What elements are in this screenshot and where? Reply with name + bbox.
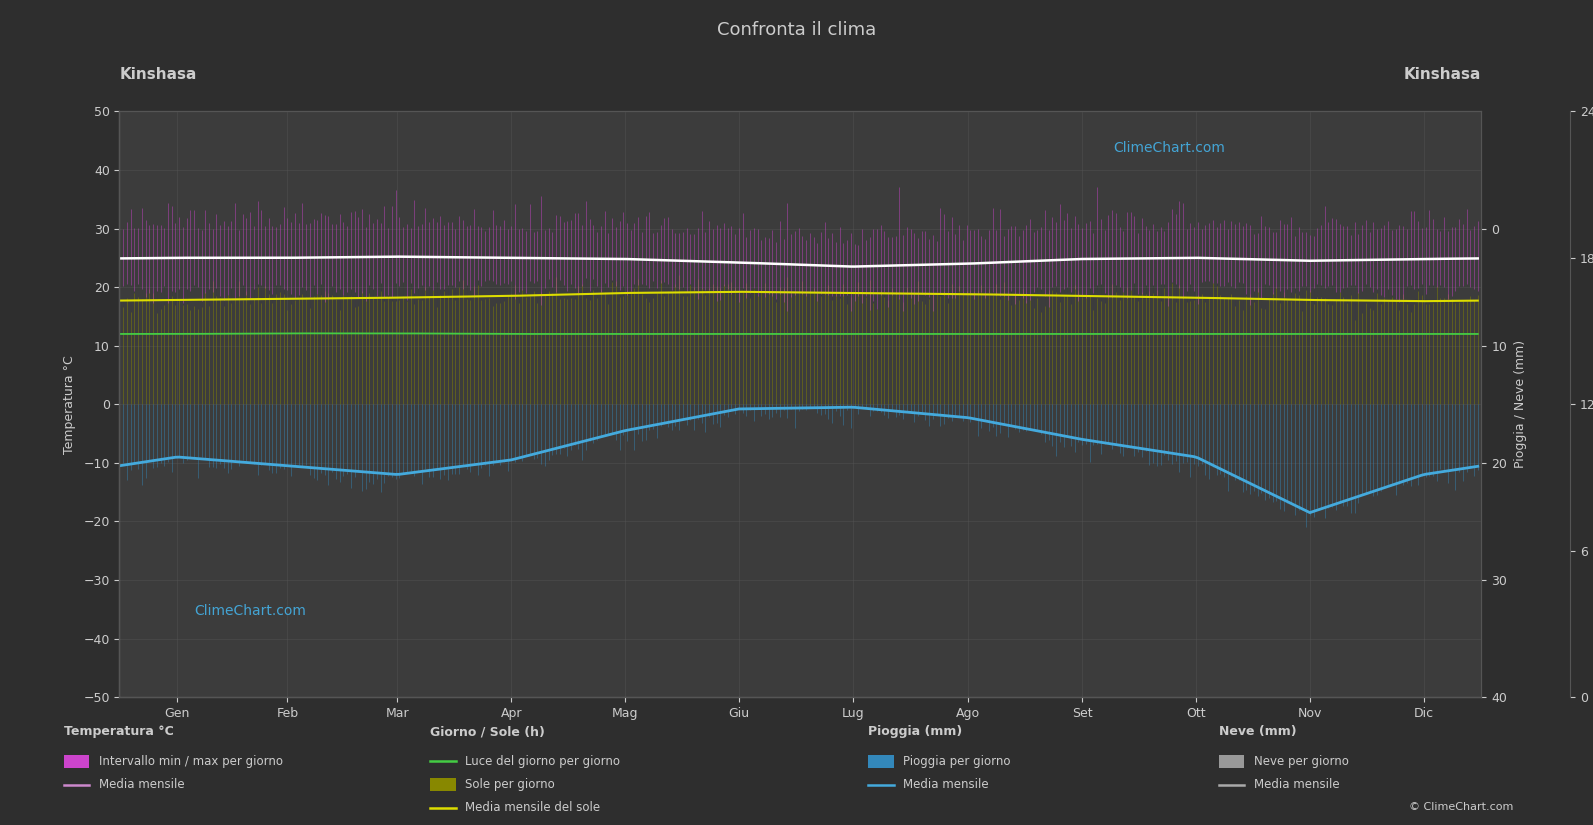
Y-axis label: Pioggia / Neve (mm): Pioggia / Neve (mm) — [1513, 340, 1528, 469]
Y-axis label: Temperatura °C: Temperatura °C — [64, 355, 76, 454]
Text: Kinshasa: Kinshasa — [119, 67, 198, 82]
Text: Confronta il clima: Confronta il clima — [717, 21, 876, 39]
Text: Giorno / Sole (h): Giorno / Sole (h) — [430, 725, 545, 738]
Text: Intervallo min / max per giorno: Intervallo min / max per giorno — [99, 755, 284, 768]
Text: Neve (mm): Neve (mm) — [1219, 725, 1297, 738]
Text: Pioggia per giorno: Pioggia per giorno — [903, 755, 1010, 768]
Text: ClimeChart.com: ClimeChart.com — [1114, 140, 1225, 154]
Text: © ClimeChart.com: © ClimeChart.com — [1408, 802, 1513, 812]
Text: Media mensile del sole: Media mensile del sole — [465, 801, 601, 814]
Text: Media mensile: Media mensile — [99, 778, 185, 791]
Text: Luce del giorno per giorno: Luce del giorno per giorno — [465, 755, 620, 768]
Text: ClimeChart.com: ClimeChart.com — [194, 604, 306, 618]
Text: Kinshasa: Kinshasa — [1403, 67, 1481, 82]
Text: Sole per giorno: Sole per giorno — [465, 778, 554, 791]
Text: Neve per giorno: Neve per giorno — [1254, 755, 1349, 768]
Text: Temperatura °C: Temperatura °C — [64, 725, 174, 738]
Text: Media mensile: Media mensile — [1254, 778, 1340, 791]
Text: Media mensile: Media mensile — [903, 778, 989, 791]
Text: Pioggia (mm): Pioggia (mm) — [868, 725, 962, 738]
